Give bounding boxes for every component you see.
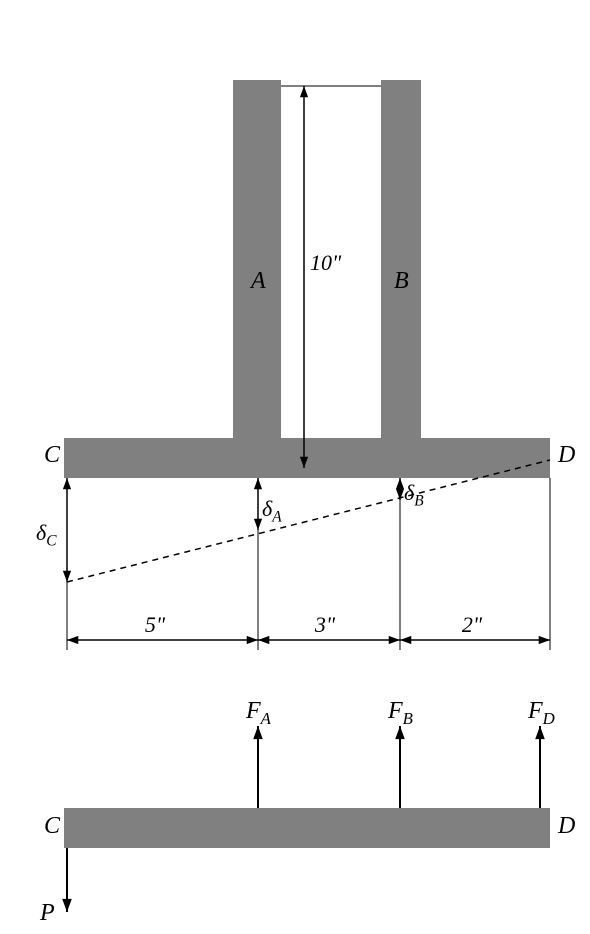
arrow-head <box>396 478 404 489</box>
arrow-head <box>539 636 550 644</box>
force-label-fb: FB <box>387 698 413 728</box>
delta-a-label: δA <box>262 496 282 526</box>
deflected-shape <box>67 460 550 582</box>
arrow-head <box>300 86 308 97</box>
force-label-fa: FA <box>245 698 272 728</box>
force-label-fd: FD <box>527 698 555 728</box>
dim-10in-label: 10" <box>310 250 342 275</box>
arrow-head <box>396 489 404 500</box>
label-b: B <box>394 268 409 294</box>
arrow-head <box>258 636 269 644</box>
force-label-p: P <box>39 900 55 926</box>
hdim-label: 2" <box>462 612 483 637</box>
arrow-head <box>62 899 72 912</box>
arrow-head <box>247 636 258 644</box>
hdim-label: 3" <box>314 612 336 637</box>
arrow-head <box>254 519 262 530</box>
label-d: D <box>557 442 575 468</box>
label-a: A <box>249 268 266 294</box>
arrow-head <box>389 636 400 644</box>
arrow-head <box>254 478 262 489</box>
arrow-head <box>67 636 78 644</box>
beam-cd-fbd <box>64 808 550 848</box>
label-c: C <box>44 442 61 468</box>
delta-c-label: δC <box>36 520 57 550</box>
arrow-head <box>400 636 411 644</box>
hdim-label: 5" <box>145 612 166 637</box>
delta-b-label: δB <box>404 480 424 510</box>
fbd-label-d: D <box>557 813 575 839</box>
fbd-label-c: C <box>44 813 61 839</box>
